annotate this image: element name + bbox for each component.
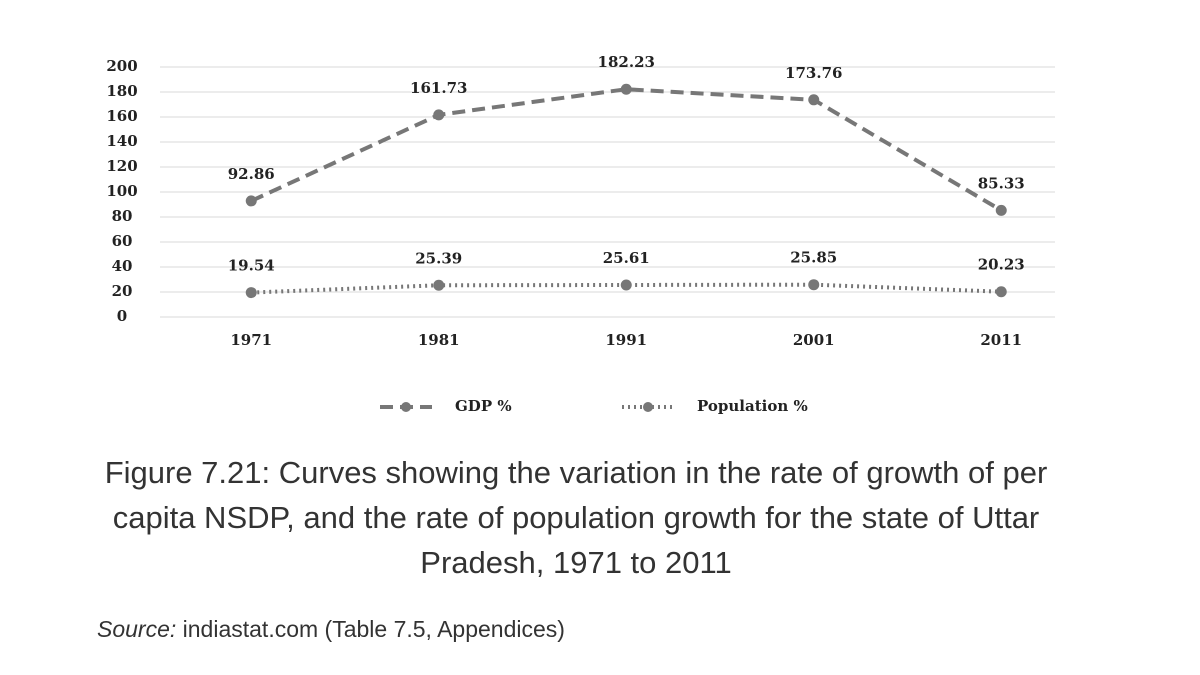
point-marker xyxy=(245,287,257,299)
point-marker xyxy=(620,83,632,95)
data-label: 161.73 xyxy=(410,79,467,97)
point-marker xyxy=(808,279,820,291)
caption: Figure 7.21: Curves showing the variatio… xyxy=(104,455,1048,580)
data-label: 20.23 xyxy=(978,256,1025,274)
y-tick-label: 20 xyxy=(112,282,133,300)
y-tick-label: 200 xyxy=(106,57,137,75)
legend-label: GDP % xyxy=(455,397,512,415)
point-marker xyxy=(995,204,1007,216)
data-label: 173.76 xyxy=(785,64,842,82)
chart: 0 20 40 60 80 100 120 140 160 180 200 1971 1981 1991 2… xyxy=(106,53,1055,415)
series-line xyxy=(251,282,1002,295)
y-tick-label: 140 xyxy=(106,132,137,150)
data-label: 85.33 xyxy=(978,174,1025,192)
source: Source: indiastat.com (Table 7.5, Append… xyxy=(97,616,565,643)
data-label: 25.85 xyxy=(790,249,837,267)
data-label: 92.86 xyxy=(228,165,275,183)
point-marker xyxy=(433,279,445,291)
data-label: 25.39 xyxy=(415,249,462,267)
data-label: 19.54 xyxy=(228,257,275,275)
y-tick-label: 60 xyxy=(112,232,133,250)
x-tick-label: 1991 xyxy=(605,331,647,349)
y-tick-label: 100 xyxy=(106,182,137,200)
legend-marker xyxy=(401,402,411,412)
point-marker xyxy=(995,286,1007,298)
point-marker xyxy=(245,195,257,207)
point-marker xyxy=(808,94,820,106)
y-tick-label: 40 xyxy=(112,257,133,275)
x-tick-label: 2011 xyxy=(980,331,1022,349)
source-label: Source: xyxy=(97,616,177,642)
x-tick-label: 1981 xyxy=(418,331,460,349)
y-tick-label: 160 xyxy=(106,107,137,125)
data-label: 25.61 xyxy=(603,249,650,267)
x-tick-label: 2001 xyxy=(793,331,835,349)
legend-label: Population % xyxy=(697,397,808,415)
point-marker xyxy=(620,279,632,291)
source-text: indiastat.com (Table 7.5, Appendices) xyxy=(182,616,565,642)
y-tick-label: 0 xyxy=(117,307,127,325)
y-tick-label: 120 xyxy=(106,157,137,175)
x-tick-label: 1971 xyxy=(230,331,272,349)
y-tick-label: 180 xyxy=(106,82,137,100)
point-marker xyxy=(433,109,445,121)
legend-marker xyxy=(643,402,653,412)
data-label: 182.23 xyxy=(598,53,655,71)
y-tick-label: 80 xyxy=(112,207,133,225)
